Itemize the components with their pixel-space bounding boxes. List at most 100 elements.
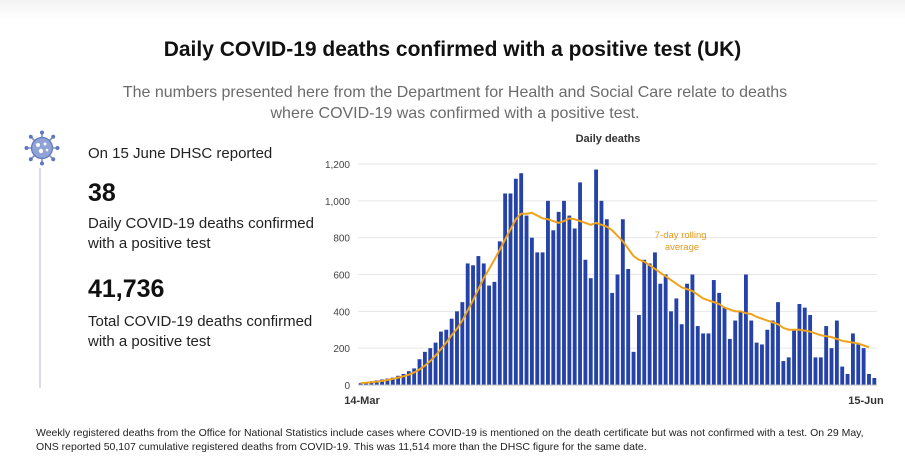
daily-deaths-bar — [572, 228, 577, 385]
daily-deaths-bar — [733, 320, 738, 385]
daily-deaths-bar — [620, 219, 625, 385]
footnote: Weekly registered deaths from the Office… — [36, 427, 864, 453]
daily-deaths-bar — [749, 320, 754, 385]
daily-deaths-bar — [433, 342, 438, 385]
daily-deaths-bar — [674, 298, 679, 385]
daily-deaths-bar — [503, 193, 508, 385]
daily-deaths-bar — [872, 378, 877, 385]
daily-deaths-bar — [781, 361, 786, 385]
daily-deaths-bar — [829, 348, 834, 385]
daily-deaths-bar — [390, 377, 395, 385]
daily-deaths-bar — [663, 274, 668, 385]
daily-deaths-bar — [455, 311, 459, 385]
daily-deaths-bar — [380, 379, 384, 385]
daily-deaths-bar — [642, 259, 647, 385]
daily-deaths-bar — [449, 318, 454, 385]
daily-deaths-bar — [508, 193, 513, 385]
daily-deaths-bar — [578, 182, 582, 385]
daily-deaths-bar — [808, 315, 813, 385]
daily-deaths-bar — [588, 278, 593, 385]
daily-deaths-bar — [476, 256, 481, 385]
daily-deaths-bar — [701, 333, 706, 385]
daily-deaths-bar — [792, 329, 796, 385]
y-tick-label: 400 — [333, 307, 350, 318]
daily-deaths-bar — [460, 302, 465, 386]
daily-deaths-bar — [358, 383, 363, 385]
slide-title: Daily COVID-19 deaths confirmed with a p… — [163, 38, 742, 61]
daily-deaths-bar — [690, 274, 695, 385]
daily-deaths-bar — [861, 348, 866, 385]
daily-deaths-bar — [406, 371, 411, 385]
daily-deaths-bar — [626, 268, 631, 385]
daily-deaths-bar — [439, 331, 443, 385]
daily-deaths-bar — [760, 344, 764, 385]
x-start-label: 14-Mar — [344, 395, 380, 407]
daily-deaths-bar — [396, 375, 401, 385]
y-tick-label: 800 — [333, 234, 350, 245]
daily-deaths-bar — [813, 357, 818, 386]
daily-deaths-bar — [444, 329, 449, 385]
daily-deaths-bar — [840, 366, 845, 385]
daily-deaths-bar — [374, 380, 379, 385]
daily-deaths-bar — [546, 200, 550, 385]
daily-deaths-bar — [765, 329, 770, 385]
daily-deaths-bar — [610, 292, 615, 385]
daily-deaths-bar — [615, 274, 620, 385]
daily-deaths-bar — [722, 307, 727, 385]
daily-deaths-bar — [706, 333, 711, 385]
daily-deaths-bar — [385, 378, 390, 385]
daily-deaths-bar — [519, 173, 524, 385]
daily-deaths-bar — [540, 252, 545, 385]
y-tick-label: 200 — [333, 344, 350, 355]
daily-deaths-bar — [754, 342, 759, 385]
daily-deaths-bar — [776, 302, 780, 386]
daily-deaths-bar — [497, 241, 502, 385]
reported-label: On 15 June DHSC reported — [88, 145, 273, 162]
timeline-divider — [39, 168, 41, 388]
daily-deaths-bar — [695, 326, 700, 385]
daily-deaths-bar — [487, 285, 492, 385]
daily-deaths-bar — [851, 333, 855, 385]
top-edge — [0, 0, 905, 20]
daily-deaths-bar — [867, 373, 871, 385]
total-deaths-value: 41,736 — [88, 275, 165, 303]
daily-deaths-bar — [647, 263, 652, 385]
daily-deaths-bar — [711, 280, 716, 385]
daily-deaths-bar — [653, 252, 657, 385]
rolling-average-line — [360, 211, 870, 385]
daily-deaths-bar — [556, 211, 561, 385]
rolling-average-annotation: 7-day rolling average — [655, 230, 709, 253]
daily-deaths-bar — [856, 344, 861, 385]
daily-deaths-bar — [471, 265, 475, 385]
daily-deaths-bar — [658, 283, 663, 385]
daily-deaths-bar — [845, 373, 850, 385]
daily-deaths-bar — [679, 324, 684, 385]
daily-deaths-bar — [685, 283, 689, 385]
daily-deaths-bar — [636, 315, 641, 385]
daily-deaths-bar — [428, 348, 433, 385]
y-tick-label: 1,200 — [325, 160, 350, 171]
x-end-label: 15-Jun — [848, 395, 884, 407]
daily-deaths-bar — [594, 169, 599, 385]
daily-deaths-bar — [513, 178, 518, 385]
daily-deaths-bar — [786, 357, 791, 386]
total-deaths-description: Total COVID-19 deaths confirmed with a p… — [88, 313, 313, 350]
daily-deaths-bar — [818, 357, 823, 386]
daily-deaths-bar — [631, 351, 636, 385]
daily-deaths-bar — [797, 303, 802, 385]
y-tick-label: 0 — [344, 381, 350, 392]
daily-deaths-bar — [599, 200, 604, 385]
slide-subtitle: The numbers presented here from the Depa… — [122, 84, 788, 122]
chart-title: Daily deaths — [576, 133, 641, 145]
daily-deaths-bar — [417, 359, 422, 385]
y-tick-label: 1,000 — [325, 197, 350, 208]
daily-deaths-bar — [727, 338, 732, 385]
daily-deaths-bar — [743, 274, 748, 385]
daily-deaths-bar — [422, 351, 427, 385]
daily-deaths-description: Daily COVID-19 deaths confirmed with a p… — [88, 215, 314, 252]
y-tick-label: 600 — [333, 271, 350, 282]
daily-deaths-bar — [567, 215, 572, 385]
daily-deaths-bar — [604, 219, 609, 385]
daily-deaths-bar — [824, 326, 829, 385]
daily-deaths-value: 38 — [88, 179, 116, 207]
